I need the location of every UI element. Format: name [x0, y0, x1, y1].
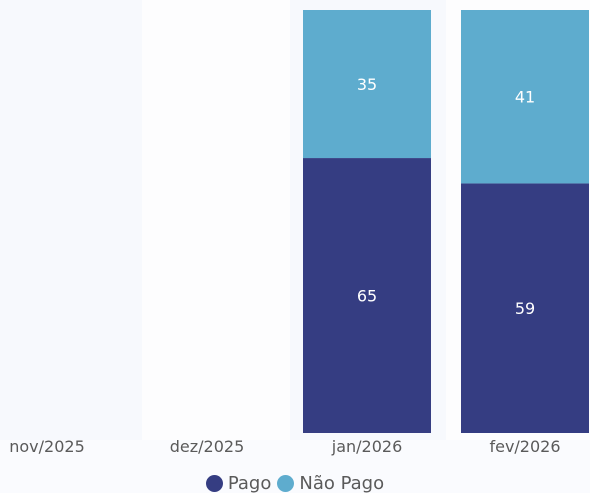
bar-data-label: 65 [357, 287, 377, 306]
bars-group: 65 35 59 41 [303, 10, 589, 434]
legend-label-pago: Pago [227, 472, 272, 493]
legend-swatch-pago [205, 474, 223, 492]
bar-pago[interactable] [461, 183, 589, 433]
plot-band-2 [142, 0, 290, 440]
bar-data-label: 35 [357, 75, 377, 94]
bar-nao-pago[interactable] [461, 10, 589, 184]
bar-pago[interactable] [303, 158, 431, 434]
legend-item-nao-pago[interactable]: Não Pago [277, 473, 384, 493]
plot-band-1 [0, 0, 142, 440]
x-tick-label: dez/2025 [170, 437, 245, 456]
legend: Pago Não Pago [0, 470, 590, 493]
x-axis-ticks: nov/2025 dez/2025 jan/2026 fev/2026 [9, 437, 560, 456]
bar-data-label: 59 [515, 299, 535, 318]
x-tick-label: fev/2026 [489, 437, 560, 456]
bar-nao-pago[interactable] [303, 10, 431, 159]
x-tick-label: nov/2025 [9, 437, 85, 456]
legend-label-nao-pago: Não Pago [299, 472, 385, 493]
legend-swatch-nao-pago [277, 474, 295, 492]
bar-data-label: 41 [515, 88, 535, 107]
x-tick-label: jan/2026 [331, 437, 403, 456]
legend-item-pago[interactable]: Pago [205, 472, 272, 493]
